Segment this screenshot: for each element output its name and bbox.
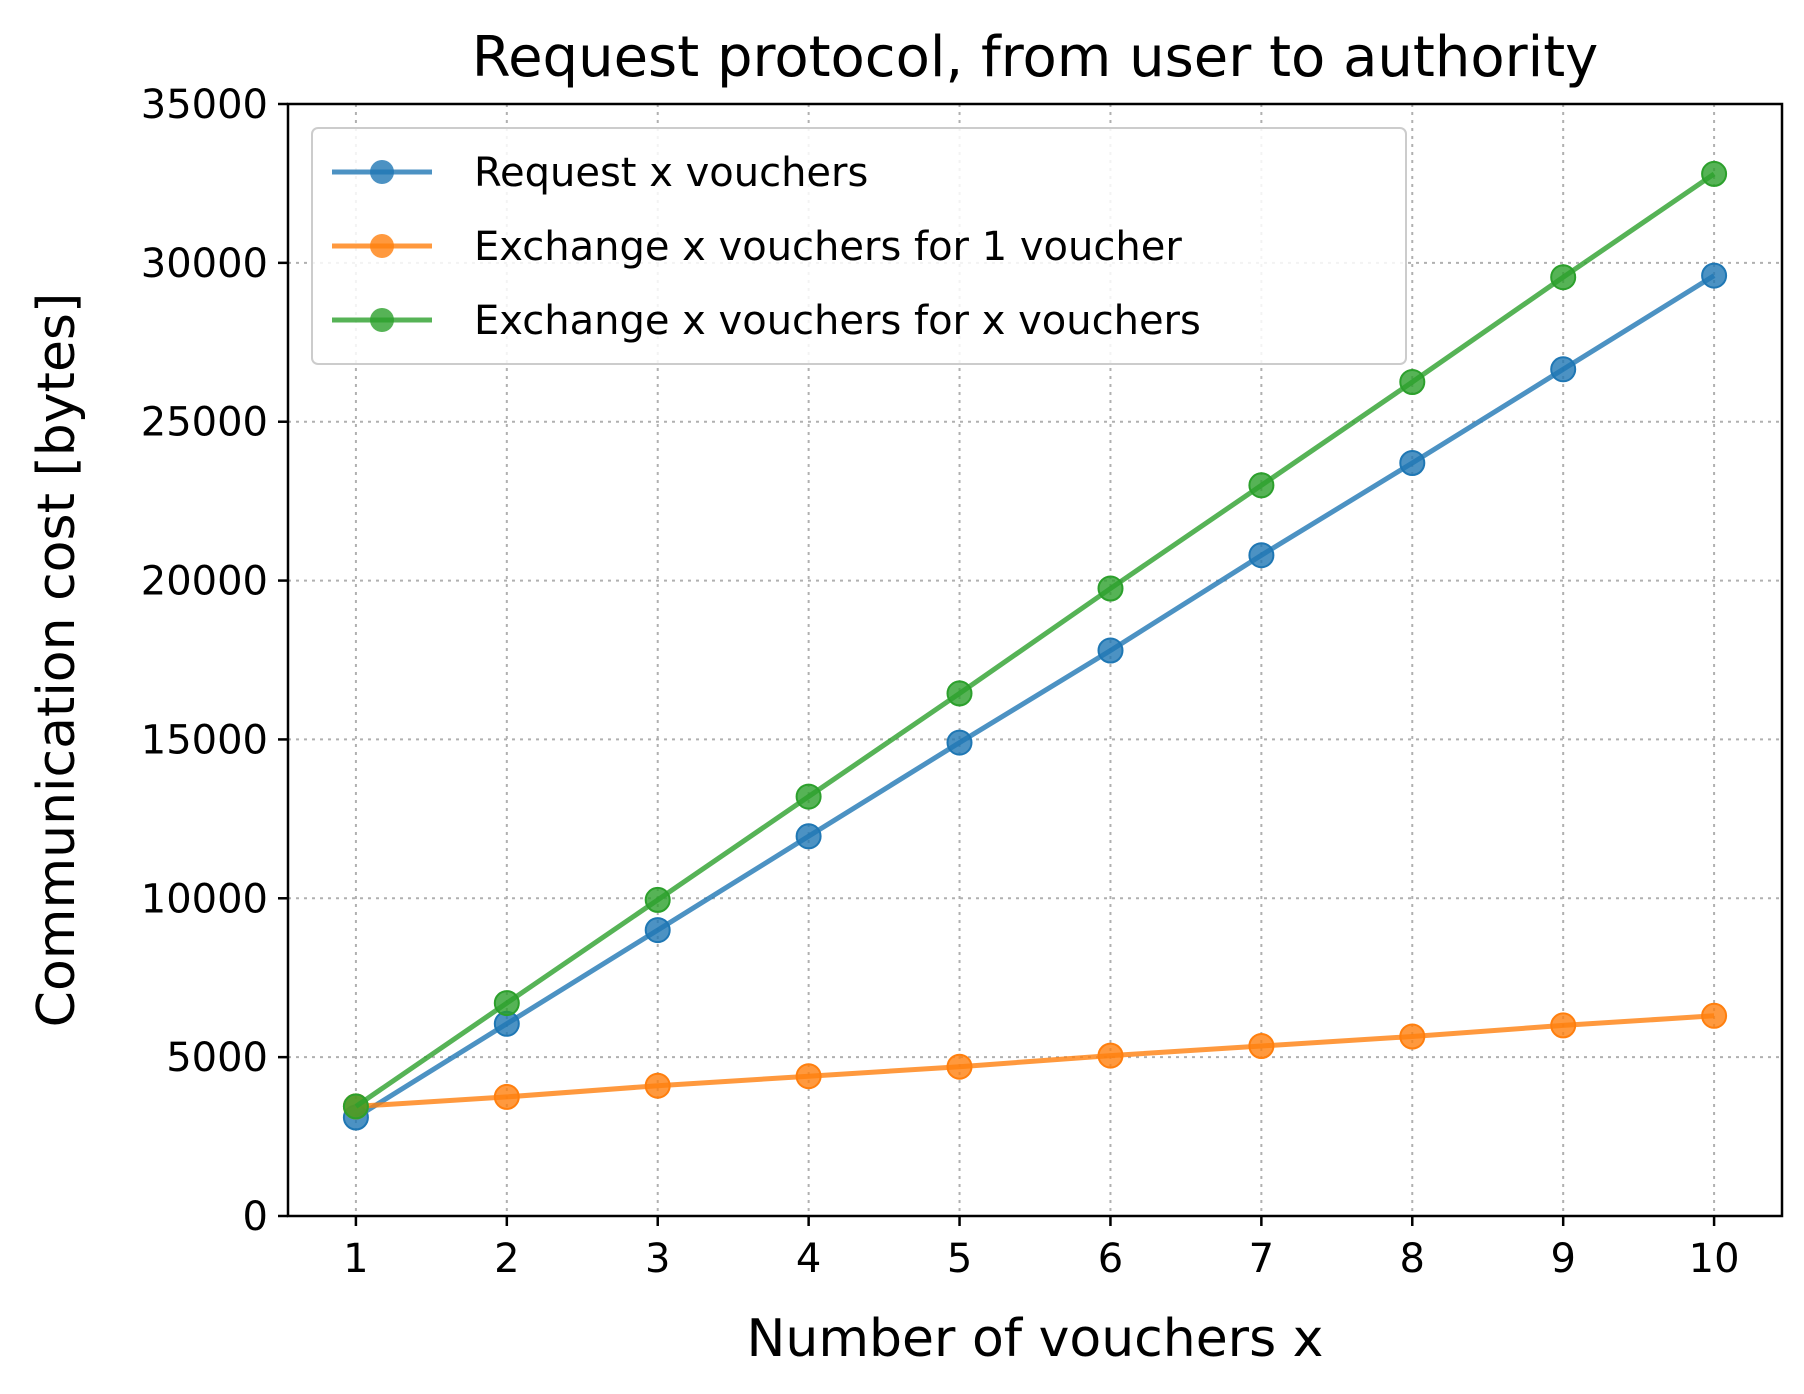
- data-point: [644, 917, 671, 944]
- data-point: [1399, 450, 1426, 476]
- y-tick-label: 30000: [141, 241, 268, 287]
- y-axis-label: Communication cost [bytes]: [27, 293, 87, 1028]
- x-axis: 1 2 3 4 5 6 7 8 9 10: [343, 1216, 1740, 1282]
- x-tick-label: 3: [645, 1236, 670, 1282]
- chart-title: Request protocol, from user to authority: [472, 25, 1599, 90]
- data-point: [795, 1063, 822, 1090]
- data-point: [493, 1083, 520, 1110]
- data-point: [1097, 637, 1124, 664]
- y-tick-label: 25000: [141, 400, 268, 446]
- data-point: [1701, 160, 1728, 187]
- y-tick-label: 20000: [141, 559, 268, 605]
- legend-entry: Exchange x vouchers for 1 voucher: [332, 224, 1182, 270]
- data-point: [946, 1053, 973, 1080]
- legend-marker: [370, 308, 394, 332]
- data-point: [1550, 264, 1577, 291]
- x-tick-label: 7: [1249, 1236, 1274, 1282]
- y-tick-label: 0: [243, 1194, 268, 1240]
- data-point: [1701, 262, 1728, 289]
- data-point: [1550, 356, 1577, 383]
- x-tick-label: 10: [1689, 1236, 1740, 1282]
- legend-entry: Request x vouchers: [332, 150, 868, 196]
- data-point: [795, 783, 822, 810]
- legend: Request x vouchers Exchange x vouchers fo…: [311, 127, 1407, 365]
- legend-box: [311, 127, 1407, 365]
- x-axis-label: Number of vouchers x: [747, 1309, 1324, 1369]
- series-layer: [342, 160, 1728, 1131]
- y-tick-label: 10000: [141, 876, 268, 922]
- data-point: [644, 1072, 671, 1099]
- data-point: [946, 729, 973, 756]
- data-point: [795, 823, 822, 850]
- series-line: [355, 1013, 1715, 1109]
- data-point: [1399, 1023, 1426, 1050]
- y-axis: 0 5000 10000 15000 20000 25000 30000 35000: [141, 82, 288, 1240]
- data-point: [946, 680, 973, 707]
- series-3: [342, 160, 1728, 1120]
- axes-frame: [286, 102, 1784, 1218]
- data-point: [1097, 575, 1124, 602]
- y-tick-label: 35000: [141, 82, 268, 128]
- data-point: [1097, 1042, 1124, 1069]
- legend-entry: Exchange x vouchers for x vouchers: [332, 298, 1201, 344]
- series-1: [342, 262, 1728, 1131]
- x-tick-label: 4: [796, 1236, 821, 1282]
- data-point: [1550, 1012, 1577, 1039]
- data-point: [1248, 1033, 1275, 1059]
- legend-label: Request x vouchers: [474, 150, 868, 196]
- data-point: [1248, 472, 1275, 499]
- data-point: [644, 886, 671, 913]
- data-point: [1701, 1002, 1728, 1029]
- y-tick-label: 15000: [141, 717, 268, 763]
- legend-marker: [370, 160, 394, 184]
- series-line: [354, 171, 1716, 1109]
- data-point: [1399, 369, 1426, 395]
- legend-marker: [370, 234, 394, 258]
- x-tick-label: 8: [1400, 1236, 1425, 1282]
- x-tick-label: 1: [343, 1236, 368, 1282]
- data-point: [493, 990, 520, 1017]
- legend-label: Exchange x vouchers for 1 voucher: [474, 224, 1182, 270]
- x-tick-label: 2: [494, 1236, 519, 1282]
- series-2: [342, 1002, 1728, 1120]
- x-tick-label: 5: [947, 1236, 972, 1282]
- legend-label: Exchange x vouchers for x vouchers: [474, 298, 1201, 344]
- data-point: [342, 1093, 369, 1120]
- data-point: [1248, 542, 1275, 569]
- x-tick-label: 9: [1550, 1236, 1575, 1282]
- series-line: [354, 273, 1716, 1120]
- x-tick-label: 6: [1098, 1236, 1123, 1282]
- y-tick-label: 5000: [166, 1035, 268, 1081]
